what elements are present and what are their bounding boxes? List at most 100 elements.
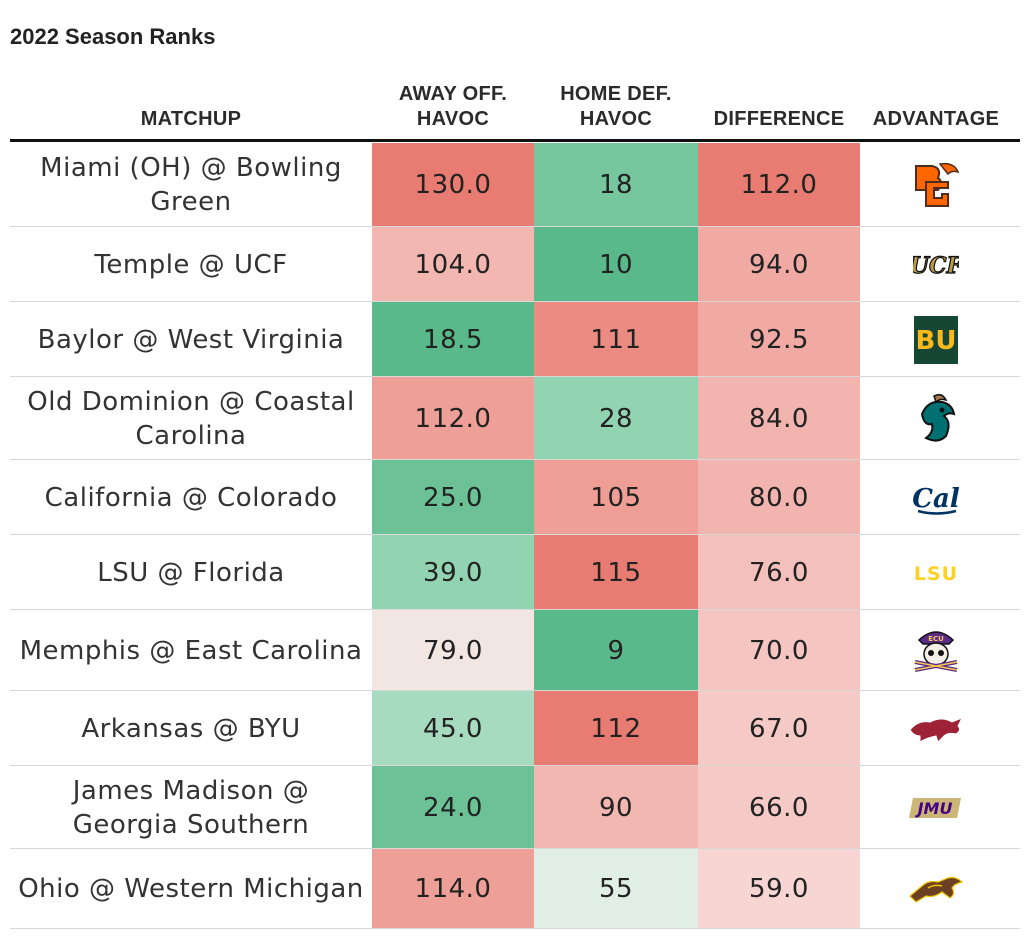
difference-cell: 66.0: [698, 766, 860, 849]
table-row: James Madison @ Georgia Southern 24.0 90 66…: [10, 766, 1020, 849]
western-michigan-logo-icon: [868, 849, 1004, 929]
table-row: California @ Colorado 25.0 105 80.0 Cal: [10, 460, 1020, 535]
difference-cell-value: 66.0: [749, 792, 809, 823]
table-row: Memphis @ East Carolina 79.0 9 70.0 ECU: [10, 610, 1020, 691]
difference-cell: 80.0: [698, 460, 860, 535]
svg-text:Cal: Cal: [912, 484, 960, 514]
difference-cell: 67.0: [698, 691, 860, 766]
away-off-havoc-cell: 39.0: [372, 535, 534, 610]
svg-text:BU: BU: [916, 326, 957, 356]
matchup-cell: Ohio @ Western Michigan: [18, 874, 364, 904]
table-row: Old Dominion @ Coastal Carolina 112.0 28 84…: [10, 377, 1020, 460]
row-divider: [10, 301, 1020, 302]
header-home-def-havoc: HOME DEF. HAVOC: [560, 83, 672, 130]
matchup-cell: Arkansas @ BYU: [81, 713, 301, 744]
away-off-havoc-cell: 25.0: [372, 460, 534, 535]
home-def-havoc-cell-value: 9: [607, 635, 625, 666]
home-def-havoc-cell: 55: [534, 849, 698, 929]
row-divider: [10, 765, 1020, 766]
coastal-carolina-logo-icon: [868, 377, 1004, 460]
home-def-havoc-cell: 28: [534, 377, 698, 460]
away-off-havoc-cell-value: 79.0: [423, 635, 483, 666]
matchup-cell: California @ Colorado: [44, 482, 338, 513]
home-def-havoc-cell: 111: [534, 302, 698, 377]
away-off-havoc-cell: 45.0: [372, 691, 534, 766]
home-def-havoc-cell-value: 18: [598, 170, 634, 200]
away-off-havoc-cell: 24.0: [372, 766, 534, 849]
matchup-cell: Old Dominion @ Coastal Carolina: [27, 386, 355, 451]
home-def-havoc-cell: 90: [534, 766, 698, 849]
difference-cell-value: 70.0: [749, 635, 809, 666]
header-away-off-havoc: AWAY OFF. HAVOC: [398, 83, 508, 130]
home-def-havoc-cell: 9: [534, 610, 698, 691]
matchup-cell: Baylor @ West Virginia: [37, 324, 345, 355]
row-divider: [10, 690, 1020, 691]
ucf-logo-icon: UCF: [868, 227, 1004, 302]
away-off-havoc-cell-value: 104.0: [414, 249, 492, 280]
difference-cell-value: 67.0: [749, 713, 809, 744]
away-off-havoc-cell: 104.0: [372, 227, 534, 302]
away-off-havoc-cell-value: 39.0: [423, 557, 483, 588]
away-off-havoc-cell-value: 114.0: [414, 874, 492, 904]
jmu-logo-icon: JMU: [868, 766, 1004, 849]
home-def-havoc-cell-value: 90: [598, 792, 634, 823]
difference-cell: 92.5: [698, 302, 860, 377]
row-divider: [10, 459, 1020, 460]
svg-text:ECU: ECU: [928, 635, 944, 643]
difference-cell-value: 76.0: [749, 557, 809, 588]
header-advantage: ADVANTAGE: [872, 108, 1000, 130]
cal-logo-icon: Cal: [868, 460, 1004, 535]
table-row: Arkansas @ BYU 45.0 112 67.0: [10, 691, 1020, 766]
home-def-havoc-cell-value: 55: [598, 874, 634, 904]
home-def-havoc-cell-value: 10: [598, 249, 634, 280]
matchup-cell: Miami (OH) @ Bowling Green: [40, 153, 342, 217]
away-off-havoc-cell: 18.5: [372, 302, 534, 377]
header-difference: DIFFERENCE: [713, 108, 845, 130]
home-def-havoc-cell-value: 105: [590, 482, 642, 513]
svg-text:LSU: LSU: [914, 563, 958, 585]
away-off-havoc-cell-value: 25.0: [423, 482, 483, 513]
matchup-cell: James Madison @ Georgia Southern: [72, 775, 310, 840]
arkansas-logo-icon: [868, 691, 1004, 766]
row-divider: [10, 226, 1020, 227]
home-def-havoc-cell: 112: [534, 691, 698, 766]
away-off-havoc-cell-value: 18.5: [423, 324, 483, 355]
difference-cell-value: 94.0: [749, 249, 809, 280]
home-def-havoc-cell-value: 115: [590, 557, 642, 588]
difference-cell-value: 92.5: [749, 324, 809, 355]
table-row: Miami (OH) @ Bowling Green 130.0 18 112.0: [10, 143, 1020, 227]
away-off-havoc-cell: 79.0: [372, 610, 534, 691]
home-def-havoc-cell: 105: [534, 460, 698, 535]
baylor-logo-icon: BU: [868, 302, 1004, 377]
difference-cell-value: 84.0: [749, 403, 809, 434]
row-divider: [10, 534, 1020, 535]
difference-cell: 84.0: [698, 377, 860, 460]
svg-text:UCF: UCF: [913, 253, 959, 279]
away-off-havoc-cell-value: 45.0: [423, 713, 483, 744]
table-row: Ohio @ Western Michigan 114.0 55 59.0: [10, 849, 1020, 929]
table-row: Baylor @ West Virginia 18.5 111 92.5 BU: [10, 302, 1020, 377]
header-matchup: MATCHUP: [140, 108, 242, 130]
matchup-cell: Memphis @ East Carolina: [19, 635, 363, 666]
difference-cell: 76.0: [698, 535, 860, 610]
matchup-cell: LSU @ Florida: [97, 557, 285, 588]
row-divider: [10, 609, 1020, 610]
home-def-havoc-cell: 115: [534, 535, 698, 610]
away-off-havoc-cell: 112.0: [372, 377, 534, 460]
home-def-havoc-cell-value: 111: [590, 324, 642, 355]
home-def-havoc-cell-value: 28: [598, 403, 634, 434]
away-off-havoc-cell: 114.0: [372, 849, 534, 929]
difference-cell-value: 112.0: [740, 170, 818, 200]
row-divider: [10, 848, 1020, 849]
home-def-havoc-cell-value: 112: [590, 713, 642, 744]
difference-cell: 112.0: [698, 143, 860, 227]
row-divider: [10, 928, 1020, 929]
row-divider: [10, 376, 1020, 377]
difference-cell: 59.0: [698, 849, 860, 929]
east-carolina-logo-icon: ECU: [868, 610, 1004, 691]
table-row: Temple @ UCF 104.0 10 94.0 UCF: [10, 227, 1020, 302]
difference-cell-value: 59.0: [749, 874, 809, 904]
bowling-green-logo-icon: [868, 143, 1004, 227]
table-row: LSU @ Florida 39.0 115 76.0 LSU: [10, 535, 1020, 610]
lsu-logo-icon: LSU: [868, 535, 1004, 610]
